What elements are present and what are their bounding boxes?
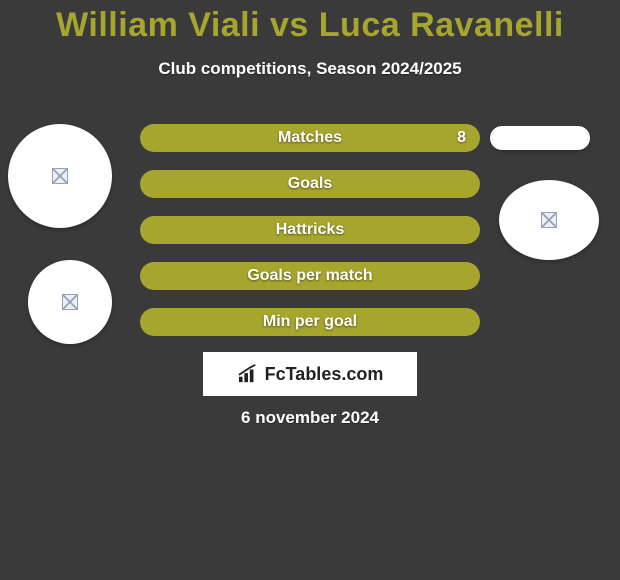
- broken-image-icon: [541, 212, 557, 228]
- stat-row-hattricks: Hattricks: [140, 216, 480, 244]
- stat-value-right: 8: [457, 129, 466, 147]
- stats-panel: Matches 8 Goals Hattricks Goals per matc…: [140, 124, 480, 354]
- bar-chart-icon: [237, 364, 259, 384]
- avatar-right: [499, 180, 599, 260]
- stat-label: Hattricks: [276, 221, 344, 239]
- stat-label: Min per goal: [263, 313, 357, 331]
- broken-image-icon: [52, 168, 68, 184]
- stat-row-min-per-goal: Min per goal: [140, 308, 480, 336]
- stat-row-matches: Matches 8: [140, 124, 480, 152]
- logo: FcTables.com: [203, 352, 417, 396]
- stat-row-goals-per-match: Goals per match: [140, 262, 480, 290]
- stat-label: Goals: [288, 175, 332, 193]
- date-label: 6 november 2024: [0, 408, 620, 428]
- avatar-left-bottom: [28, 260, 112, 344]
- subtitle: Club competitions, Season 2024/2025: [0, 59, 620, 79]
- stat-label: Matches: [278, 129, 342, 147]
- broken-image-icon: [62, 294, 78, 310]
- avatar-left-top: [8, 124, 112, 228]
- logo-text: FcTables.com: [265, 364, 384, 385]
- stat-row-goals: Goals: [140, 170, 480, 198]
- page-title: William Viali vs Luca Ravanelli: [0, 0, 620, 45]
- avatar-right-top-pill: [490, 126, 590, 150]
- stat-label: Goals per match: [247, 267, 372, 285]
